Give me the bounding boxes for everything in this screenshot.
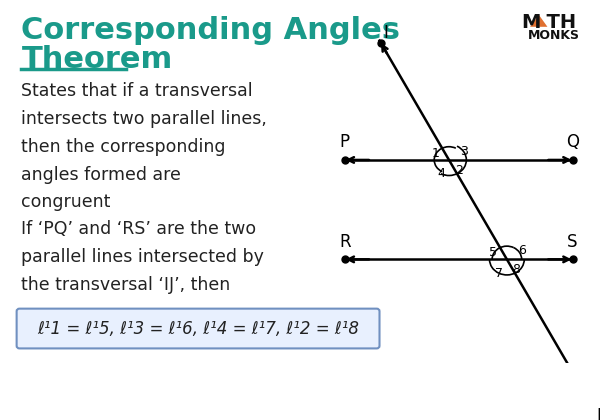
Text: M: M — [521, 13, 541, 32]
Text: 8: 8 — [512, 263, 521, 276]
Text: P: P — [340, 133, 350, 151]
Text: S: S — [567, 233, 578, 251]
Text: I: I — [383, 24, 388, 42]
Text: 1: 1 — [431, 147, 439, 160]
Text: Corresponding Angles: Corresponding Angles — [22, 16, 400, 45]
Text: 7: 7 — [495, 267, 503, 280]
Text: Theorem: Theorem — [22, 45, 173, 74]
Text: 3: 3 — [460, 145, 469, 158]
Text: If ‘PQ’ and ‘RS’ are the two
parallel lines intersected by
the transversal ‘IJ’,: If ‘PQ’ and ‘RS’ are the two parallel li… — [22, 220, 265, 294]
Text: ℓ¹1 = ℓ¹5, ℓ¹3 = ℓ¹6, ℓ¹4 = ℓ¹7, ℓ¹2 = ℓ¹8: ℓ¹1 = ℓ¹5, ℓ¹3 = ℓ¹6, ℓ¹4 = ℓ¹7, ℓ¹2 = ℓ… — [37, 320, 359, 338]
FancyBboxPatch shape — [17, 309, 380, 349]
Text: 4: 4 — [437, 167, 445, 180]
Text: R: R — [339, 233, 350, 251]
Text: 5: 5 — [490, 246, 497, 259]
Text: TH: TH — [533, 13, 576, 32]
Polygon shape — [530, 15, 547, 27]
Text: 2: 2 — [455, 164, 463, 177]
Text: Q: Q — [566, 133, 579, 151]
Text: J: J — [596, 407, 600, 420]
Text: 6: 6 — [518, 244, 526, 257]
Text: MONKS: MONKS — [528, 29, 580, 42]
Text: States that if a transversal
intersects two parallel lines,
then the correspondi: States that if a transversal intersects … — [22, 82, 268, 211]
